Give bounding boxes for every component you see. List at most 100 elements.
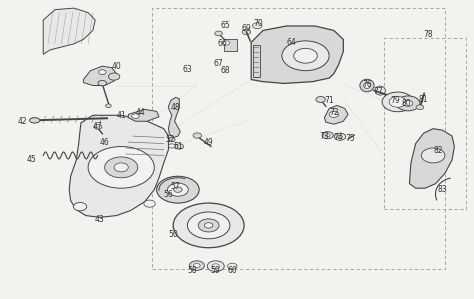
Polygon shape [251,26,343,83]
Circle shape [198,219,219,232]
Circle shape [242,29,251,35]
Text: 65: 65 [220,22,230,30]
Text: 70: 70 [254,19,263,28]
Text: 75: 75 [346,134,356,143]
Circle shape [114,163,128,172]
Circle shape [144,200,155,207]
Circle shape [105,157,138,178]
Text: 74: 74 [334,133,344,142]
Circle shape [325,134,330,137]
Text: 41: 41 [117,111,126,120]
Ellipse shape [375,86,385,95]
Circle shape [389,97,406,107]
Text: 47: 47 [93,122,102,131]
Circle shape [416,105,424,110]
Circle shape [88,147,155,188]
Text: 60: 60 [228,266,237,274]
Text: 56: 56 [164,190,173,199]
Text: 81: 81 [419,95,428,104]
Circle shape [173,187,182,192]
Circle shape [421,148,445,163]
Circle shape [207,261,224,271]
Text: 66: 66 [217,39,227,48]
Circle shape [396,96,420,111]
Ellipse shape [364,83,370,89]
Circle shape [322,132,333,139]
Circle shape [337,135,342,138]
Bar [224,39,237,51]
Text: 77: 77 [373,87,383,96]
Circle shape [215,31,222,36]
Circle shape [294,48,318,63]
Circle shape [228,263,237,269]
Ellipse shape [29,118,40,123]
Text: 79: 79 [391,96,400,105]
Text: 44: 44 [135,108,145,117]
Bar [253,45,260,77]
Text: 71: 71 [324,96,334,105]
Circle shape [73,202,87,211]
Text: 59: 59 [211,266,220,274]
Text: 72: 72 [329,108,339,117]
Circle shape [189,261,204,270]
Polygon shape [128,109,159,121]
Circle shape [253,23,262,29]
Text: 45: 45 [27,155,36,164]
Polygon shape [410,129,455,188]
Text: 58: 58 [187,266,197,274]
Polygon shape [324,106,348,124]
Text: 52: 52 [165,135,175,144]
Text: 82: 82 [433,147,443,155]
Circle shape [109,73,120,80]
Text: 40: 40 [111,62,121,71]
Text: 49: 49 [204,138,213,147]
Polygon shape [69,115,168,217]
Circle shape [187,212,230,239]
Text: 63: 63 [182,65,192,74]
Circle shape [168,144,175,148]
Text: 48: 48 [171,103,181,112]
Circle shape [212,264,219,269]
Circle shape [156,176,199,203]
Text: 57: 57 [171,182,181,191]
Text: 69: 69 [242,25,251,33]
Circle shape [329,112,338,118]
Circle shape [98,80,107,86]
Circle shape [316,97,325,103]
Text: 78: 78 [424,30,433,39]
Circle shape [99,70,106,74]
Text: 80: 80 [401,99,411,108]
Text: 50: 50 [168,230,178,239]
Text: 67: 67 [213,59,223,68]
Circle shape [223,41,230,45]
Text: 68: 68 [220,66,230,75]
Circle shape [175,144,183,149]
Bar [383,38,466,209]
Circle shape [168,138,175,142]
Circle shape [403,100,413,106]
Text: 73: 73 [319,132,329,141]
Text: 51: 51 [173,142,183,151]
Text: 43: 43 [95,215,105,224]
Circle shape [193,263,200,268]
Text: 83: 83 [438,185,447,194]
Text: 46: 46 [100,138,109,147]
Polygon shape [83,66,117,86]
Polygon shape [43,8,95,54]
Text: 64: 64 [286,38,296,47]
Bar [152,8,445,269]
Circle shape [173,203,244,248]
Circle shape [382,92,413,112]
Circle shape [167,183,188,196]
Polygon shape [168,97,180,138]
Ellipse shape [360,79,374,92]
Circle shape [282,41,329,71]
Circle shape [106,104,111,108]
Text: 76: 76 [362,80,372,89]
Circle shape [132,114,139,118]
Text: 42: 42 [17,117,27,126]
Circle shape [193,133,201,138]
Circle shape [334,133,346,140]
Circle shape [94,124,102,129]
Circle shape [204,223,213,228]
